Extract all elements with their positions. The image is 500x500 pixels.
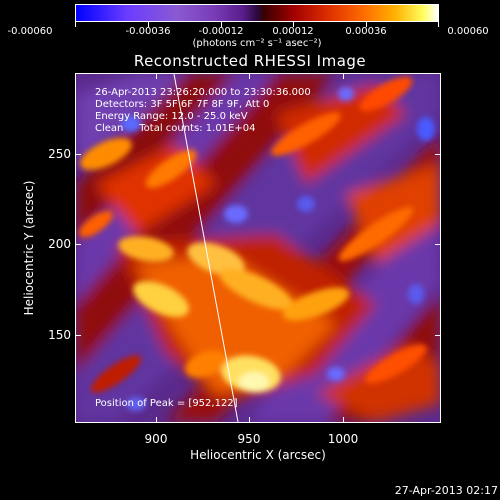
colorbar-tick-label: -0.00060 [7, 26, 53, 37]
plot-title: Reconstructed RHESSI Image [133, 52, 367, 70]
colorbar-unit-label: (photons cm⁻² s⁻¹ asec⁻²) [192, 38, 322, 49]
rhessi-image-svg [76, 74, 440, 422]
colorbar-tick-label: 0.00036 [345, 26, 387, 37]
peak-position-text: Position of Peak = [952,122] [95, 398, 238, 409]
solar-limb-line [173, 74, 239, 422]
y-tick-label: 200 [48, 237, 71, 251]
detectors-text: Detectors: 3F 5F 6F 7F 8F 9F, Att 0 [95, 99, 270, 110]
y-tick-label: 250 [48, 147, 71, 161]
bright-features [78, 76, 435, 411]
x-tick-label: 900 [144, 432, 168, 446]
colorbar-tick-label: -0.00012 [198, 26, 244, 37]
x-tick-label: 1000 [327, 432, 359, 446]
colorbar-tick-label: 0.00012 [272, 26, 314, 37]
rhessi-image-plot [75, 73, 441, 423]
x-axis-label: Heliocentric X (arcsec) [190, 448, 326, 462]
y-axis-label: Heliocentric Y (arcsec) [22, 180, 36, 316]
time-range-text: 26-Apr-2013 23:26:20.000 to 23:30:36.000 [95, 87, 311, 98]
colorbar [75, 4, 439, 22]
x-tick-label: 950 [237, 432, 261, 446]
energy-range-text: Energy Range: 12.0 - 25.0 keV [95, 111, 248, 122]
y-tick-label: 150 [48, 328, 71, 342]
colorbar-tick-label: -0.00036 [125, 26, 171, 37]
total-counts-text: Clean Total counts: 1.01E+04 [95, 123, 256, 134]
colorbar-tick-label: 0.00060 [447, 26, 489, 37]
generation-timestamp: 27-Apr-2013 02:17 [394, 484, 498, 497]
